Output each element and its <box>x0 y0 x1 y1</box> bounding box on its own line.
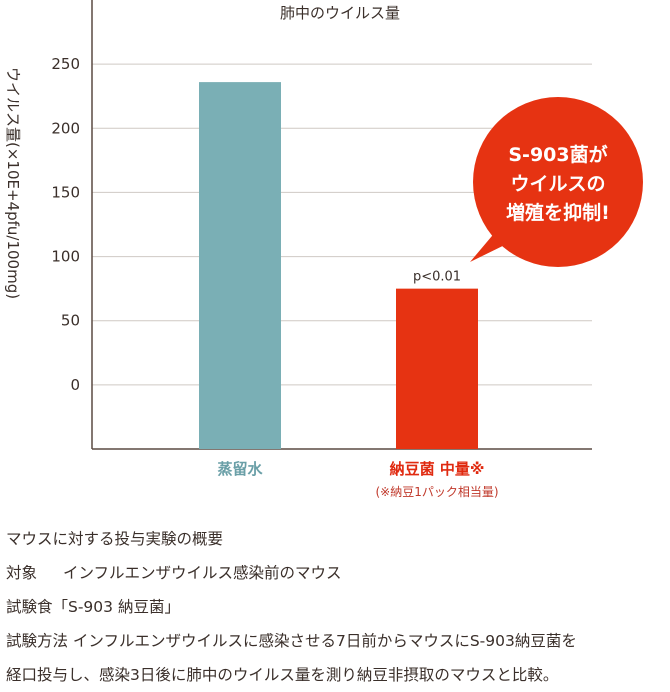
category-labels: 蒸留水 納豆菌 中量※ (※納豆1パック相当量) <box>217 460 498 499</box>
y-tick-label: 200 <box>51 119 80 137</box>
callout-circle <box>473 97 643 267</box>
y-tick-label: 100 <box>51 248 80 266</box>
y-tick-label: 150 <box>51 183 80 201</box>
description-method-1: 試験方法 インフルエンザウイルスに感染させる7日前からマウスにS-903納豆菌を <box>6 632 577 650</box>
p-value-label: p<0.01 <box>413 270 461 285</box>
subject-value: インフルエンザウイルス感染前のマウス <box>63 564 342 582</box>
subject-label: 対象 <box>6 564 38 582</box>
bar-2 <box>396 288 478 449</box>
chart-title: 肺中のウイルス量 <box>280 4 400 22</box>
y-tick-label: 0 <box>70 376 80 394</box>
category-note-2: (※納豆1パック相当量) <box>375 485 498 499</box>
virus-bar-chart: 肺中のウイルス量 0 50 100 150 200 250 ウイルス量(×10E+4pfu… <box>4 0 643 499</box>
description-food: 試験食「S-903 納豆菌」 <box>6 598 180 616</box>
y-axis-label: ウイルス量(×10E+4pfu/100mg) <box>4 67 22 299</box>
grid-lines <box>92 63 592 386</box>
callout-line-2: ウイルスの <box>510 173 605 195</box>
callout-line-1: S-903菌が <box>508 143 607 166</box>
y-tick-labels: 0 50 100 150 200 250 <box>51 55 80 394</box>
description-subject-row: 対象 インフルエンザウイルス感染前のマウス <box>6 556 668 590</box>
callout-bubble: S-903菌が ウイルスの 増殖を抑制! <box>470 97 643 267</box>
bars: p<0.01 <box>199 82 478 450</box>
category-label-1: 蒸留水 <box>217 460 263 478</box>
y-tick-label: 250 <box>51 55 80 73</box>
callout-line-3: 増殖を抑制! <box>506 201 610 224</box>
bar-1 <box>199 82 281 450</box>
category-label-2: 納豆菌 中量※ <box>390 460 485 478</box>
description-method-2: 経口投与し、感染3日後に肺中のウイルス量を測り納豆非摂取のマウスと比較。 <box>6 666 559 684</box>
y-tick-label: 50 <box>61 312 80 330</box>
experiment-description: マウスに対する投与実験の概要 対象 インフルエンザウイルス感染前のマウス 試験食「… <box>6 522 668 692</box>
description-heading: マウスに対する投与実験の概要 <box>6 530 224 548</box>
